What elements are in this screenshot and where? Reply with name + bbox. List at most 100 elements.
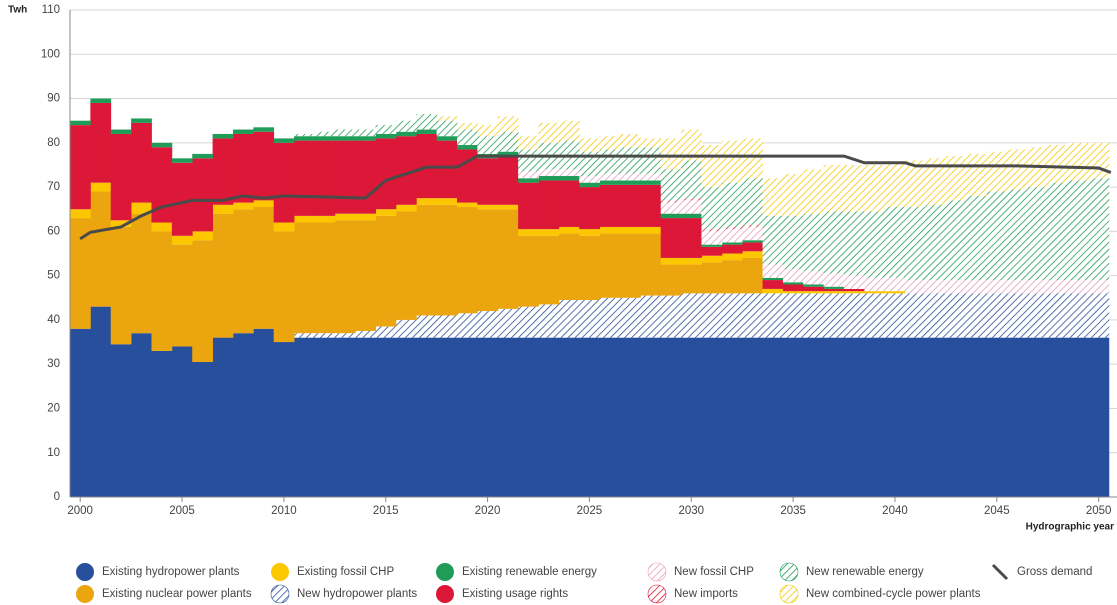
bar-segment (660, 264, 682, 296)
bar-segment (823, 288, 845, 292)
bar-segment (457, 145, 478, 150)
legend-swatch (779, 584, 799, 604)
bar-segment (538, 122, 560, 143)
bar-segment (151, 231, 173, 351)
x-tick-label: 2015 (373, 505, 399, 517)
bar-segment (171, 162, 193, 236)
bar-segment (640, 233, 662, 296)
bar-segment (1088, 142, 1110, 179)
bar-segment (986, 293, 1008, 338)
bar-segment (497, 151, 519, 157)
bar-segment (803, 293, 825, 338)
bar-segment (640, 147, 662, 174)
bar-segment (782, 291, 804, 294)
bar-segment (884, 162, 906, 208)
x-tick-label: 2020 (475, 505, 501, 517)
bar-segment (1007, 189, 1028, 281)
bar-segment (925, 204, 947, 281)
bar-segment (131, 213, 152, 334)
bar-segment (823, 273, 845, 287)
bar-segment (110, 220, 132, 227)
bar-segment (131, 118, 152, 123)
bar-segment (294, 140, 315, 216)
y-tick-label: 10 (47, 447, 60, 459)
bar-segment (640, 173, 662, 181)
bar-segment (1088, 280, 1110, 294)
bar-segment (1068, 142, 1089, 181)
legend-label: Gross demand (1017, 566, 1092, 578)
bar-segment (640, 226, 662, 234)
bar-segment (558, 233, 580, 300)
bar-segment (171, 346, 193, 497)
bar-segment (538, 180, 560, 230)
bar-segment (844, 337, 865, 497)
bar-segment (762, 293, 784, 338)
bar-segment (192, 240, 213, 362)
bar-segment (701, 255, 723, 263)
bar-segment (1047, 293, 1069, 338)
bar-segment (599, 337, 621, 497)
bar-segment (721, 260, 743, 294)
bar-segment (273, 342, 295, 497)
bar-segment (1027, 293, 1049, 338)
x-tick-label: 2040 (882, 505, 908, 517)
bar-segment (477, 311, 499, 338)
bar-segment (518, 235, 539, 307)
bar-segment (782, 173, 804, 216)
y-tick-label: 70 (47, 181, 60, 193)
legend-label: New combined-cycle power plants (806, 588, 981, 600)
y-tick-label: 80 (47, 137, 60, 149)
bar-segment (314, 333, 336, 338)
bar-segment (497, 131, 519, 152)
bar-segment (681, 129, 702, 161)
bar-segment (416, 337, 438, 497)
bar-segment (294, 333, 315, 338)
bar-segment (986, 191, 1008, 281)
bar-segment (436, 120, 458, 137)
demand-line (79, 154, 1112, 241)
bar-segment (90, 191, 112, 307)
bar-segment (986, 280, 1008, 294)
bar-segment (619, 147, 641, 174)
bar-segment (273, 231, 295, 343)
bar-segment (742, 224, 763, 227)
bar-segment (416, 114, 438, 130)
bar-segment (742, 240, 763, 243)
bar-segment (742, 242, 763, 252)
bar-segment (416, 315, 438, 338)
bar-segment (558, 337, 580, 497)
legend-swatch (76, 563, 94, 581)
bar-segment (945, 200, 967, 281)
bar-segment (844, 288, 865, 292)
bar-segment (660, 295, 682, 338)
bar-segment (1027, 280, 1049, 294)
bar-segment (681, 213, 702, 219)
bar-segment (334, 333, 356, 338)
bar-segment (294, 222, 315, 334)
bar-segment (416, 204, 438, 316)
bar-segment (273, 138, 295, 143)
bar-segment (701, 262, 723, 294)
bar-segment (334, 136, 356, 141)
bar-segment (436, 198, 458, 205)
bar-segment (395, 120, 417, 132)
bar-segment (497, 308, 519, 338)
bar-segment (864, 164, 886, 212)
bar-segment (640, 180, 662, 185)
bar-segment (90, 306, 112, 497)
bar-segment (192, 158, 213, 232)
bar-segment (436, 204, 458, 316)
bar-segment (395, 204, 417, 212)
bar-segment (619, 133, 641, 148)
bar-segment (803, 286, 825, 292)
bar-segment (497, 204, 519, 210)
bar-segment (131, 333, 152, 497)
bar-segment (721, 229, 743, 243)
bar-segment (599, 136, 621, 150)
bar-segment (457, 207, 478, 314)
bar-segment (355, 330, 376, 338)
bar-segment (558, 169, 580, 177)
bar-segment (518, 306, 539, 338)
bar-segment (579, 187, 601, 230)
bar-segment (457, 122, 478, 130)
